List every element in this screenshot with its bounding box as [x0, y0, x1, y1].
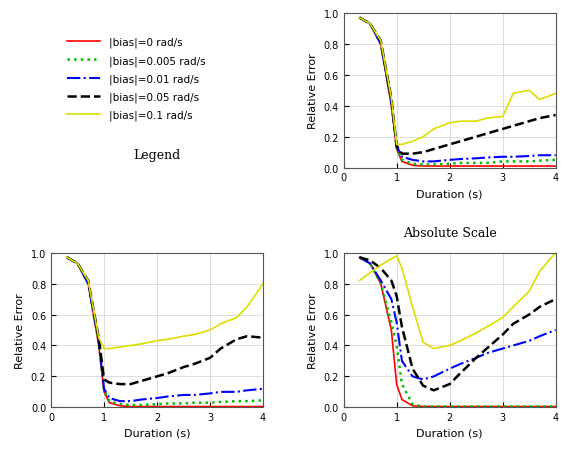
Y-axis label: Relative Error: Relative Error — [308, 53, 318, 129]
Legend: |bias|=0 rad/s, |bias|=0.005 rad/s, |bias|=0.01 rad/s, |bias|=0.05 rad/s, |bias|: |bias|=0 rad/s, |bias|=0.005 rad/s, |bia… — [67, 38, 205, 121]
X-axis label: Duration (s): Duration (s) — [124, 428, 191, 438]
Text: Legend: Legend — [133, 149, 181, 162]
X-axis label: Duration (s): Duration (s) — [416, 428, 483, 438]
X-axis label: Duration (s): Duration (s) — [416, 188, 483, 199]
Text: Absolute Scale: Absolute Scale — [403, 227, 497, 240]
Y-axis label: Relative Error: Relative Error — [308, 293, 318, 368]
Y-axis label: Relative Error: Relative Error — [15, 293, 26, 368]
